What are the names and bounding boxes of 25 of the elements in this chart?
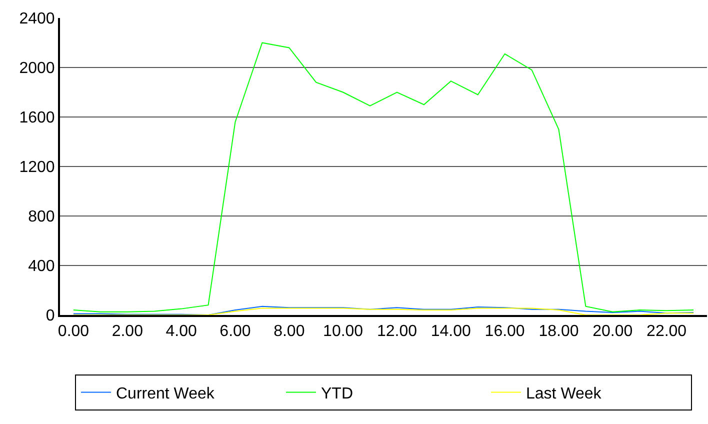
y-tick-label: 2400 xyxy=(19,10,55,28)
legend-label: YTD xyxy=(321,386,353,403)
y-tick-label: 1600 xyxy=(19,110,55,127)
x-tick-label: 14.00 xyxy=(430,323,472,340)
x-tick-label: 8.00 xyxy=(274,323,305,340)
x-tick-label: 22.00 xyxy=(646,323,687,340)
line-series xyxy=(72,42,694,312)
y-tick-label: 0 xyxy=(46,308,55,325)
line-series xyxy=(72,308,694,315)
x-tick-label: 6.00 xyxy=(220,323,251,340)
legend-label: Current Week xyxy=(116,386,216,403)
x-tick-label: 16.00 xyxy=(484,323,525,340)
y-tick-label: 1200 xyxy=(19,159,55,176)
line-series xyxy=(72,306,694,315)
x-tick-label: 2.00 xyxy=(112,323,144,340)
x-tick-label: 12.00 xyxy=(376,323,418,340)
x-tick-label: 18.00 xyxy=(538,323,579,340)
legend-label: Last Week xyxy=(526,386,602,403)
y-tick-label: 2000 xyxy=(19,60,55,78)
x-tick-label: 10.00 xyxy=(323,323,364,340)
x-tick-label: 4.00 xyxy=(166,323,197,340)
y-tick-label: 800 xyxy=(28,208,55,226)
x-tick-label: 0.00 xyxy=(58,323,90,340)
x-tick-label: 20.00 xyxy=(592,323,633,340)
y-tick-label: 400 xyxy=(28,258,55,276)
